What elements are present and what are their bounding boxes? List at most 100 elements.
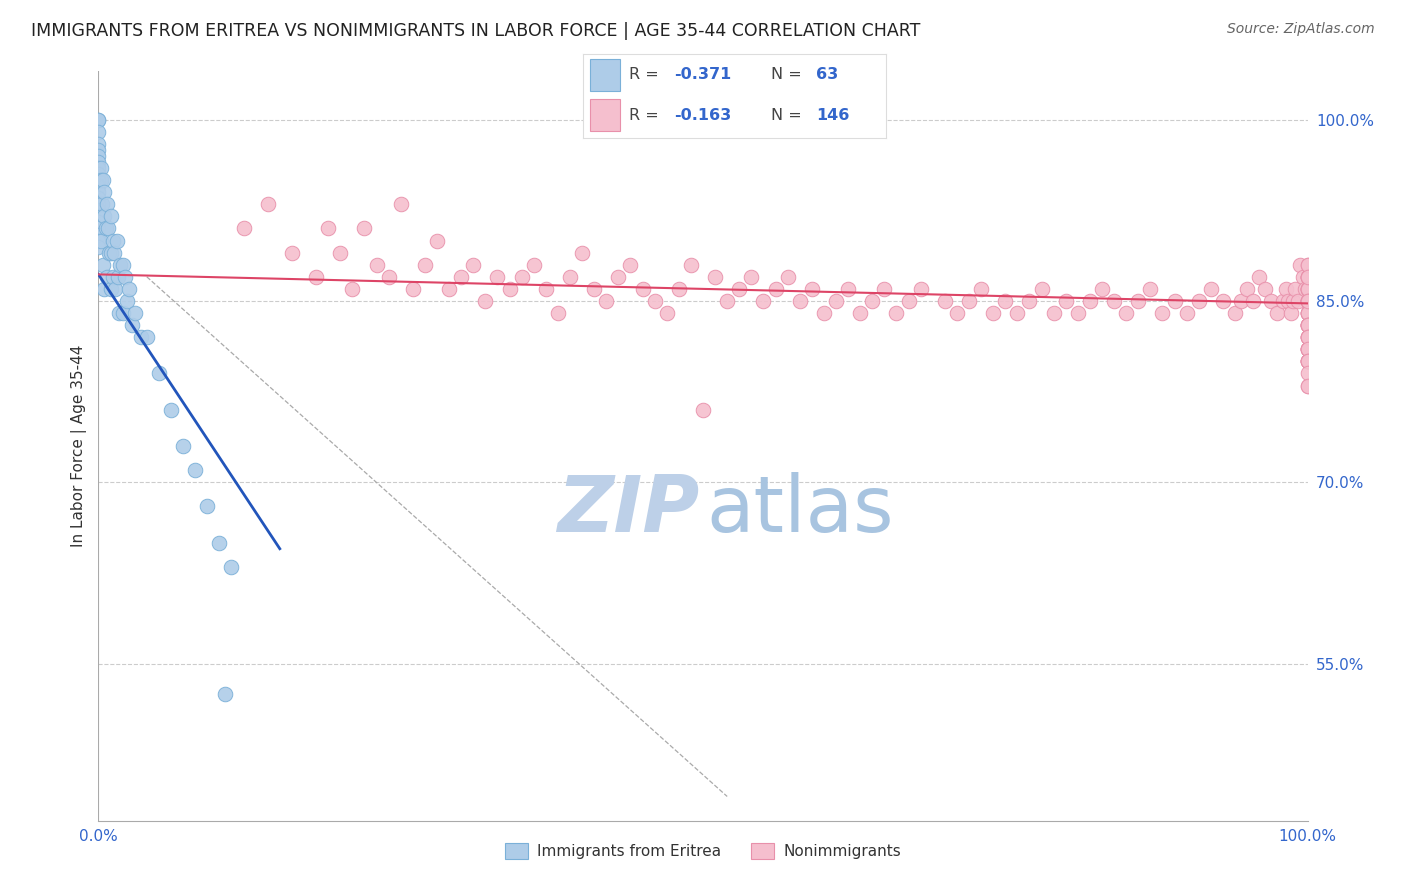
Point xyxy=(402,282,425,296)
Point xyxy=(1296,293,1319,308)
Point xyxy=(800,282,823,296)
Point xyxy=(704,269,727,284)
Point xyxy=(1152,306,1174,320)
Point xyxy=(970,282,993,296)
Point xyxy=(1296,343,1319,357)
Point xyxy=(148,367,170,381)
Point xyxy=(96,269,118,284)
Point xyxy=(1260,293,1282,308)
Point xyxy=(87,234,110,248)
Point xyxy=(1296,367,1319,381)
Point xyxy=(1272,293,1295,308)
Point xyxy=(1296,282,1319,296)
Point xyxy=(825,293,848,308)
Point xyxy=(583,282,606,296)
Point xyxy=(1212,293,1234,308)
Point xyxy=(104,282,127,296)
Text: R =: R = xyxy=(628,67,664,82)
Point xyxy=(1223,306,1246,320)
Point xyxy=(1296,330,1319,344)
Point xyxy=(679,258,702,272)
Point xyxy=(1296,330,1319,344)
Point xyxy=(1296,269,1319,284)
Text: ZIP: ZIP xyxy=(557,472,699,548)
Point xyxy=(1296,330,1319,344)
Point xyxy=(87,215,110,229)
Point xyxy=(87,143,110,157)
Point xyxy=(87,179,110,194)
Point xyxy=(90,173,112,187)
Point xyxy=(105,234,128,248)
Point xyxy=(1296,258,1319,272)
Point xyxy=(1296,354,1319,368)
Point xyxy=(281,245,304,260)
Point xyxy=(101,269,124,284)
Point xyxy=(860,293,883,308)
Point xyxy=(124,306,146,320)
Point xyxy=(377,269,399,284)
Point xyxy=(1296,343,1319,357)
Point xyxy=(87,136,110,151)
Point xyxy=(1007,306,1029,320)
Point xyxy=(1282,293,1305,308)
Point xyxy=(547,306,569,320)
Point xyxy=(655,306,678,320)
Point xyxy=(1296,269,1319,284)
Point xyxy=(1230,293,1253,308)
Point xyxy=(728,282,751,296)
Point xyxy=(1296,293,1319,308)
Point xyxy=(1175,306,1198,320)
Point xyxy=(1296,269,1319,284)
Point xyxy=(1296,318,1319,333)
Point xyxy=(413,258,436,272)
Point xyxy=(1296,378,1319,392)
Point xyxy=(232,221,254,235)
Text: 63: 63 xyxy=(817,67,838,82)
Point xyxy=(135,330,157,344)
Point xyxy=(221,559,243,574)
Bar xyxy=(589,59,620,91)
Point xyxy=(849,306,872,320)
Point xyxy=(474,293,496,308)
Point xyxy=(100,245,122,260)
Point xyxy=(101,234,124,248)
Point xyxy=(1292,269,1315,284)
Point xyxy=(366,258,388,272)
Point xyxy=(87,112,110,127)
Point xyxy=(1296,282,1319,296)
Point xyxy=(87,185,110,199)
Point xyxy=(100,210,122,224)
Point xyxy=(1296,318,1319,333)
Point xyxy=(1296,318,1319,333)
Point xyxy=(93,282,115,296)
Point xyxy=(91,197,114,211)
Text: -0.163: -0.163 xyxy=(675,108,731,123)
Point xyxy=(426,234,449,248)
Point xyxy=(100,282,122,296)
Point xyxy=(87,227,110,242)
Point xyxy=(886,306,908,320)
Point xyxy=(607,269,630,284)
Point xyxy=(1115,306,1137,320)
Point xyxy=(117,293,139,308)
Point xyxy=(305,269,328,284)
Point xyxy=(1289,258,1312,272)
Point xyxy=(463,258,485,272)
Point xyxy=(1296,318,1319,333)
Point xyxy=(1188,293,1211,308)
Point xyxy=(195,500,218,514)
Point xyxy=(111,258,134,272)
Point xyxy=(1277,293,1299,308)
Point xyxy=(1296,293,1319,308)
Point xyxy=(1031,282,1053,296)
Point xyxy=(1296,306,1319,320)
Point xyxy=(91,173,114,187)
Point xyxy=(595,293,617,308)
Point xyxy=(619,258,641,272)
Point xyxy=(316,221,339,235)
Point xyxy=(571,245,593,260)
Point xyxy=(98,245,121,260)
Text: N =: N = xyxy=(770,108,807,123)
Point xyxy=(1042,306,1064,320)
Point xyxy=(1296,269,1319,284)
